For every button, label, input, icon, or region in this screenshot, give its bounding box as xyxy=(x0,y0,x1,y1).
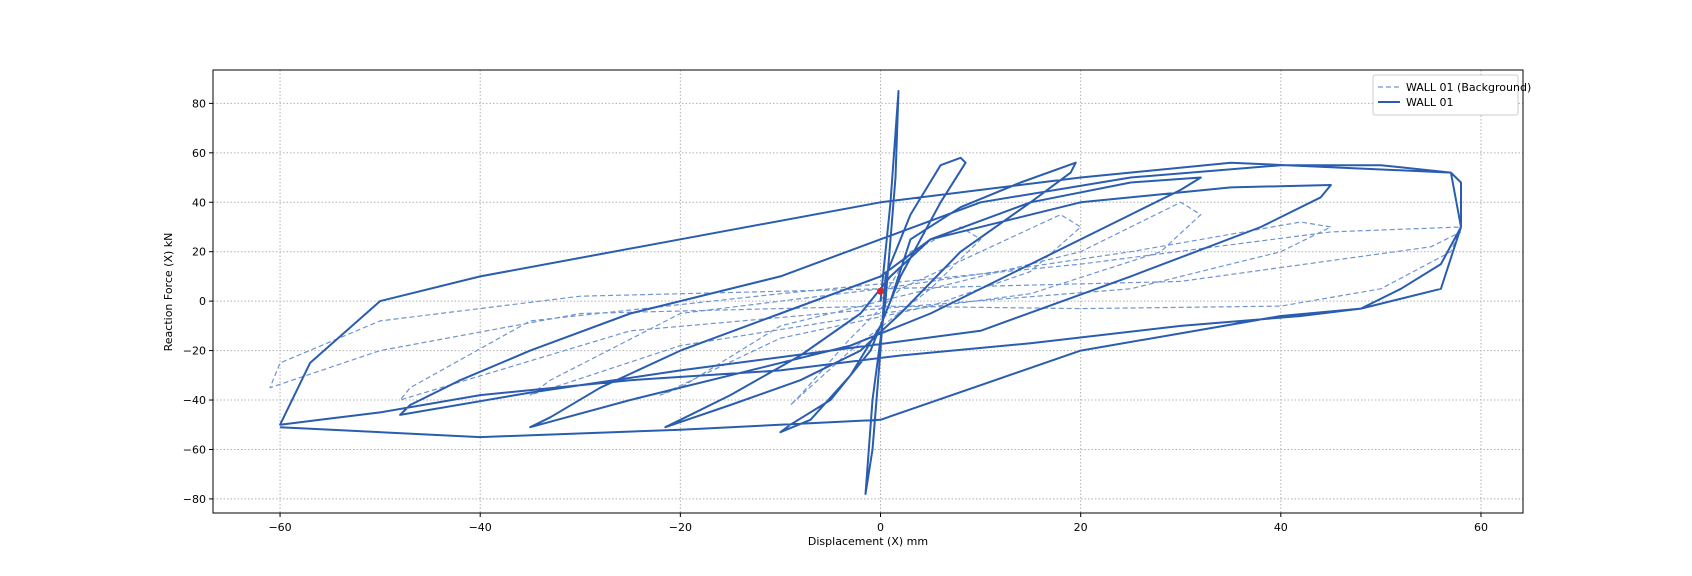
x-tick-label: −60 xyxy=(268,521,291,534)
legend: WALL 01 (Background) WALL 01 xyxy=(1372,74,1531,116)
y-tick-label: 20 xyxy=(192,246,206,259)
series-line xyxy=(279,90,1462,495)
x-tick-label: 40 xyxy=(1274,521,1288,534)
y-tick-label: 80 xyxy=(192,97,206,110)
legend-label: WALL 01 xyxy=(1406,96,1454,109)
y-tick-label: −20 xyxy=(183,345,206,358)
legend-label: WALL 01 (Background) xyxy=(1406,81,1531,94)
x-axis-label: Displacement (X) mm xyxy=(808,535,928,548)
current-point xyxy=(877,287,885,295)
x-tick-label: −20 xyxy=(669,521,692,534)
y-tick-label: −60 xyxy=(183,443,206,456)
y-axis-label: Reaction Force (X) kN xyxy=(162,233,175,352)
y-tick-label: −40 xyxy=(183,394,206,407)
y-tick-label: −80 xyxy=(183,493,206,506)
x-tick-label: −40 xyxy=(469,521,492,534)
y-tick-label: 40 xyxy=(192,196,206,209)
series-line xyxy=(269,201,1462,406)
y-tick-label: 60 xyxy=(192,147,206,160)
plot-frame xyxy=(212,69,1524,514)
y-tick-label: 0 xyxy=(199,295,206,308)
x-tick-label: 0 xyxy=(877,521,884,534)
legend-box xyxy=(1372,74,1519,116)
x-tick-label: 20 xyxy=(1074,521,1088,534)
x-tick-label: 60 xyxy=(1474,521,1488,534)
